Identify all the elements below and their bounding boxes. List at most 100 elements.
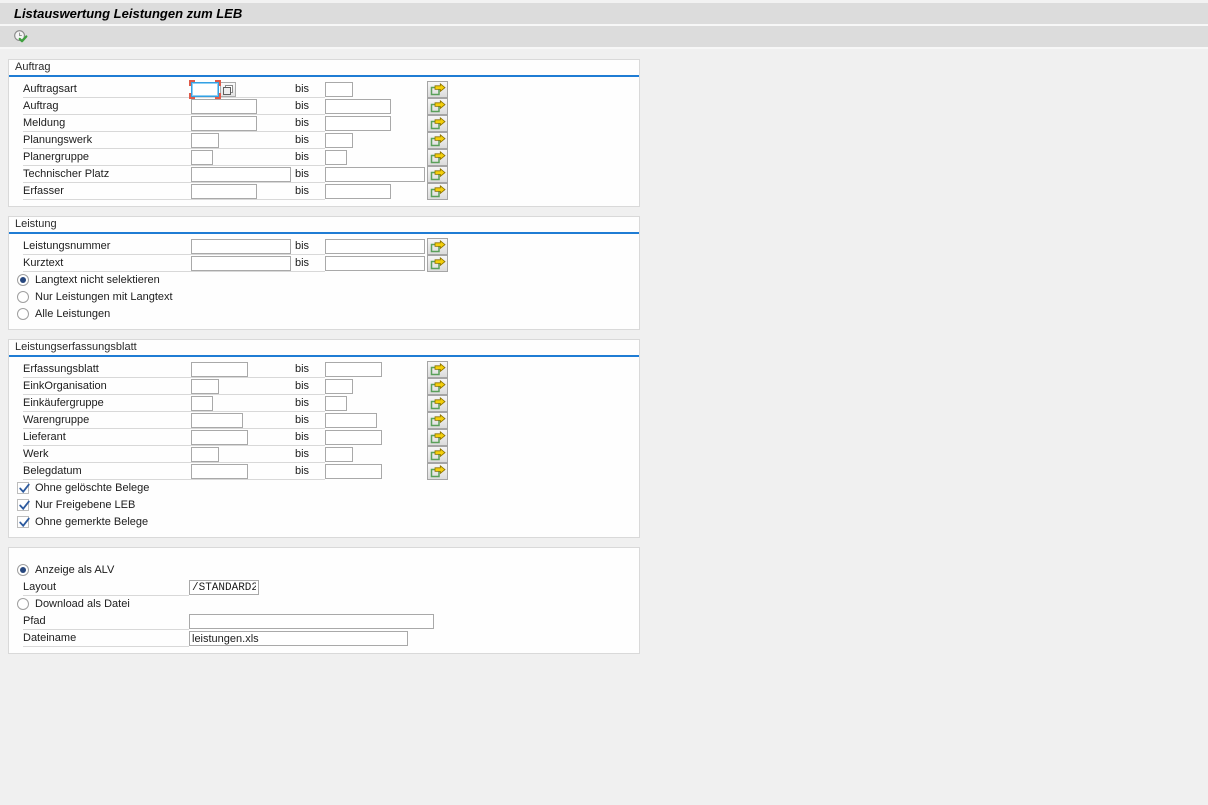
einkorganisation-label: EinkOrganisation — [23, 380, 107, 392]
row-download-als-datei: Download als Datei — [9, 596, 639, 613]
ohne-gemerkte-belege-checkbox[interactable] — [17, 516, 30, 528]
planungswerk-to-input[interactable] — [325, 133, 353, 148]
planergruppe-multi-select-button[interactable] — [427, 149, 448, 166]
matchcode-icon — [223, 84, 233, 95]
bis-label: bis — [295, 117, 310, 129]
ohne-geloeschte-belege-checkbox[interactable] — [17, 482, 30, 494]
erfasser-from-input[interactable] — [191, 184, 257, 199]
row-werk: Werk bis — [9, 446, 639, 463]
row-dateiname: Dateiname — [9, 630, 639, 647]
langtext-nicht-selektieren-radio[interactable] — [17, 274, 29, 286]
auftrag-multi-select-button[interactable] — [427, 98, 448, 115]
leistungsnummer-from-input[interactable] — [191, 239, 291, 254]
werk-to-input[interactable] — [325, 447, 353, 462]
werk-label: Werk — [23, 448, 49, 460]
row-auftrag: Auftrag bis — [9, 98, 639, 115]
meldung-from-input[interactable] — [191, 116, 257, 131]
check-mark-icon — [19, 500, 30, 511]
row-meldung: Meldung bis — [9, 115, 639, 132]
download-als-datei-radio[interactable] — [17, 598, 29, 610]
kurztext-from-input[interactable] — [191, 256, 291, 271]
erfasser-multi-select-button[interactable] — [427, 183, 448, 200]
werk-multi-select-button[interactable] — [427, 446, 448, 463]
bis-label: bis — [295, 397, 310, 409]
einkorganisation-to-input[interactable] — [325, 379, 353, 394]
rows-leistung: Leistungsnummer bis Kurztext bis Langtext ni… — [9, 234, 639, 329]
multi-select-arrow-icon — [430, 397, 446, 410]
planungswerk-multi-select-button[interactable] — [427, 132, 448, 149]
lieferant-multi-select-button[interactable] — [427, 429, 448, 446]
warengruppe-from-input[interactable] — [191, 413, 243, 428]
planergruppe-to-input[interactable] — [325, 150, 347, 165]
erfassungsblatt-from-input[interactable] — [191, 362, 248, 377]
multi-select-arrow-icon — [430, 151, 446, 164]
anzeige-als-alv-radio[interactable] — [17, 564, 29, 576]
meldung-to-input[interactable] — [325, 116, 391, 131]
einkaeufergruppe-multi-select-button[interactable] — [427, 395, 448, 412]
technischer-platz-to-input[interactable] — [325, 167, 425, 182]
multi-select-arrow-icon — [430, 134, 446, 147]
belegdatum-multi-select-button[interactable] — [427, 463, 448, 480]
planergruppe-from-input[interactable] — [191, 150, 213, 165]
pfad-input[interactable] — [189, 614, 434, 629]
multi-select-arrow-icon — [430, 100, 446, 113]
multi-select-arrow-icon — [430, 448, 446, 461]
rows-auftrag: Auftragsart bis Auftrag bis Meldung bis Planun… — [9, 77, 639, 206]
erfassungsblatt-multi-select-button[interactable] — [427, 361, 448, 378]
layout-input[interactable] — [189, 580, 259, 595]
lieferant-from-input[interactable] — [191, 430, 248, 445]
row-leistungsnummer: Leistungsnummer bis — [9, 238, 639, 255]
focus-corner-tl — [189, 80, 195, 86]
row-underline — [23, 114, 325, 115]
lieferant-to-input[interactable] — [325, 430, 382, 445]
kurztext-to-input[interactable] — [325, 256, 425, 271]
dateiname-input[interactable] — [189, 631, 408, 646]
row-technischer-platz: Technischer Platz bis — [9, 166, 639, 183]
nur-leistungen-mit-langtext-radio[interactable] — [17, 291, 29, 303]
group-title-leistung: Leistung — [15, 218, 57, 230]
execute-button[interactable] — [10, 27, 30, 46]
auftragsart-from-input[interactable] — [191, 82, 219, 97]
multi-select-arrow-icon — [430, 465, 446, 478]
section-leistung: Leistung Leistungsnummer bis Kurztext bis Lan… — [8, 216, 640, 330]
belegdatum-label: Belegdatum — [23, 465, 82, 477]
auftrag-from-input[interactable] — [191, 99, 257, 114]
leistungsnummer-multi-select-button[interactable] — [427, 238, 448, 255]
planungswerk-from-input[interactable] — [191, 133, 219, 148]
erfassungsblatt-to-input[interactable] — [325, 362, 382, 377]
einkorganisation-from-input[interactable] — [191, 379, 219, 394]
leistungsnummer-to-input[interactable] — [325, 239, 425, 254]
alle-leistungen-radio[interactable] — [17, 308, 29, 320]
warengruppe-multi-select-button[interactable] — [427, 412, 448, 429]
meldung-label: Meldung — [23, 117, 66, 129]
einkaeufergruppe-from-input[interactable] — [191, 396, 213, 411]
langtext-nicht-selektieren-label: Langtext nicht selektieren — [35, 274, 160, 286]
row-underline — [23, 394, 325, 395]
bis-label: bis — [295, 414, 310, 426]
technischer-platz-from-input[interactable] — [191, 167, 291, 182]
auftrag-to-input[interactable] — [325, 99, 391, 114]
row-einkaeufergruppe: Einkäufergruppe bis — [9, 395, 639, 412]
einkaeufergruppe-to-input[interactable] — [325, 396, 347, 411]
kurztext-multi-select-button[interactable] — [427, 255, 448, 272]
auftragsart-value-help-button[interactable] — [220, 82, 236, 97]
pfad-label: Pfad — [23, 615, 46, 627]
row-anzeige-als-alv: Anzeige als ALV — [9, 562, 639, 579]
auftragsart-multi-select-button[interactable] — [427, 81, 448, 98]
layout-label: Layout — [23, 581, 57, 593]
auftragsart-to-input[interactable] — [325, 82, 353, 97]
meldung-multi-select-button[interactable] — [427, 115, 448, 132]
row-ohne-gemerkte-belege: Ohne gemerkte Belege — [9, 514, 639, 531]
nur-freigebene-leb-checkbox[interactable] — [17, 499, 30, 511]
einkorganisation-multi-select-button[interactable] — [427, 378, 448, 395]
erfasser-to-input[interactable] — [325, 184, 391, 199]
warengruppe-to-input[interactable] — [325, 413, 377, 428]
werk-from-input[interactable] — [191, 447, 219, 462]
multi-select-arrow-icon — [430, 380, 446, 393]
bis-label: bis — [295, 363, 310, 375]
anzeige-als-alv-label: Anzeige als ALV — [35, 564, 115, 576]
belegdatum-to-input[interactable] — [325, 464, 382, 479]
row-underline — [23, 646, 189, 647]
belegdatum-from-input[interactable] — [191, 464, 248, 479]
technischer-platz-multi-select-button[interactable] — [427, 166, 448, 183]
